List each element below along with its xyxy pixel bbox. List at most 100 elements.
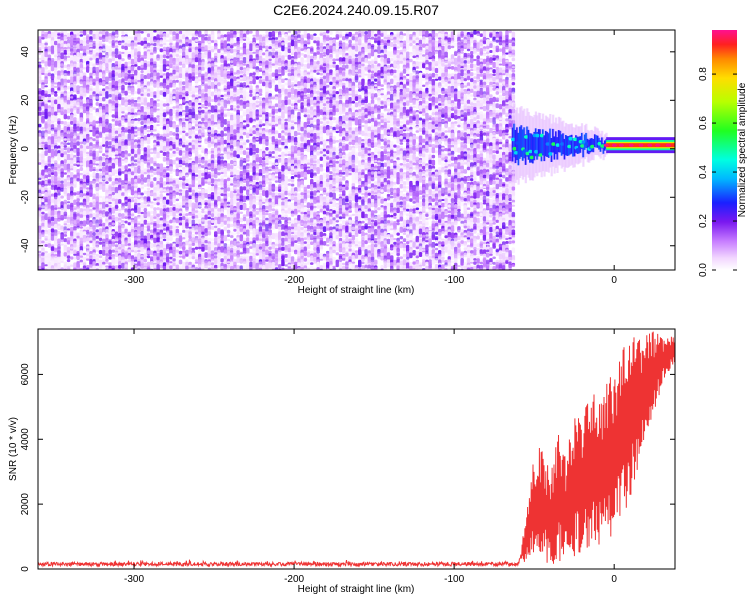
heatmap-cell: [274, 45, 279, 48]
heatmap-cell: [156, 223, 160, 228]
heatmap-cell: [198, 114, 202, 119]
heatmap-cell: [57, 51, 61, 56]
heatmap-cell: [114, 133, 119, 136]
heatmap-cell: [70, 52, 74, 56]
heatmap-cell: [146, 187, 151, 190]
heatmap-cell: [86, 229, 90, 234]
heatmap-cell: [220, 99, 224, 107]
heatmap-cell: [108, 129, 112, 134]
heatmap-cell: [114, 259, 119, 264]
heatmap-cell: [233, 207, 237, 211]
heatmap-cell: [79, 204, 84, 208]
heatmap-cell: [63, 147, 68, 151]
heatmap-cell: [201, 46, 205, 52]
heatmap-cell: [50, 117, 55, 121]
heatmap-cell: [265, 123, 269, 129]
heatmap-cell: [166, 256, 170, 263]
heatmap-cell: [57, 207, 61, 210]
heatmap-cell: [178, 141, 183, 144]
heatmap-cell: [278, 141, 282, 146]
heatmap-cell: [150, 250, 154, 256]
heatmap-cell: [255, 45, 260, 49]
heatmap-cell: [89, 192, 93, 197]
heatmap-cell: [242, 180, 247, 183]
heatmap-cell: [73, 243, 77, 248]
heatmap-cell: [114, 130, 119, 135]
heatmap-cell: [230, 60, 234, 64]
heatmap-cell: [156, 196, 160, 201]
heatmap-cell: [102, 48, 106, 52]
heatmap-cell: [108, 232, 112, 237]
heatmap-cell: [105, 259, 109, 262]
heatmap-cell: [47, 72, 52, 77]
heatmap-cell: [60, 135, 64, 138]
heatmap-cell: [271, 165, 276, 170]
heatmap-cell: [54, 70, 58, 75]
heatmap-cell: [63, 204, 68, 212]
heatmap-cell: [41, 72, 45, 75]
heatmap-cell: [255, 76, 260, 80]
heatmap-cell: [249, 259, 253, 262]
heatmap-cell: [121, 225, 125, 231]
heatmap-cell: [79, 81, 84, 85]
heatmap-cell: [137, 216, 141, 220]
heatmap-cell: [150, 222, 154, 225]
heatmap-cell: [156, 120, 160, 123]
heatmap-cell: [41, 163, 45, 166]
heatmap-cell: [246, 268, 250, 270]
heatmap-cell: [153, 198, 157, 201]
heatmap-cell: [54, 37, 58, 40]
heatmap-cell: [172, 52, 176, 57]
heatmap-cell: [249, 81, 253, 85]
heatmap-cell: [226, 85, 231, 90]
heatmap-cell: [156, 117, 160, 122]
heatmap-cell: [118, 171, 122, 176]
heatmap-cell: [207, 115, 212, 119]
heatmap-cell: [255, 177, 260, 181]
heatmap-cell: [194, 151, 199, 156]
heatmap-cell: [41, 42, 45, 49]
heatmap-cell: [47, 243, 52, 248]
heatmap-cell: [66, 204, 71, 210]
heatmap-cell: [236, 243, 240, 246]
heatmap-cell: [271, 151, 276, 154]
heatmap-cell: [86, 145, 90, 150]
heatmap-cell: [178, 259, 183, 265]
heatmap-cell: [178, 87, 183, 93]
heatmap-cell: [156, 30, 160, 35]
heatmap-cell: [255, 163, 260, 167]
heatmap-cell: [60, 252, 64, 258]
heatmap-cell: [95, 186, 100, 194]
heatmap-cell: [50, 136, 55, 144]
heatmap-cell: [188, 249, 192, 255]
heatmap-cell: [204, 126, 208, 130]
heatmap-cell: [54, 115, 58, 119]
heatmap-cell: [226, 58, 231, 61]
heatmap-cell: [98, 67, 103, 71]
heatmap-cell: [130, 79, 135, 83]
heatmap-cell: [204, 265, 208, 268]
heatmap-cell: [239, 252, 244, 255]
heatmap-cell: [124, 216, 128, 219]
heatmap-cell: [95, 265, 100, 268]
heatmap-cell: [140, 141, 144, 147]
heatmap-cell: [111, 151, 116, 154]
heatmap-cell: [76, 151, 80, 157]
heatmap-cell: [175, 267, 180, 270]
heatmap-cell: [114, 75, 119, 80]
heatmap-cell: [98, 264, 103, 269]
heatmap-cell: [66, 86, 71, 90]
heatmap-cell: [150, 183, 154, 188]
heatmap-cell: [162, 255, 167, 259]
heatmap-cell: [82, 105, 87, 111]
heatmap-cell: [92, 138, 96, 142]
heatmap-cell: [198, 180, 202, 186]
heatmap-cell: [127, 255, 132, 260]
heatmap-cell: [182, 163, 186, 166]
heatmap-cell: [41, 199, 45, 203]
heatmap-cell: [252, 139, 256, 145]
heatmap-cell: [258, 129, 263, 133]
heatmap-cell: [66, 163, 71, 171]
heatmap-cell: [118, 246, 122, 250]
heatmap-cell: [204, 214, 208, 220]
